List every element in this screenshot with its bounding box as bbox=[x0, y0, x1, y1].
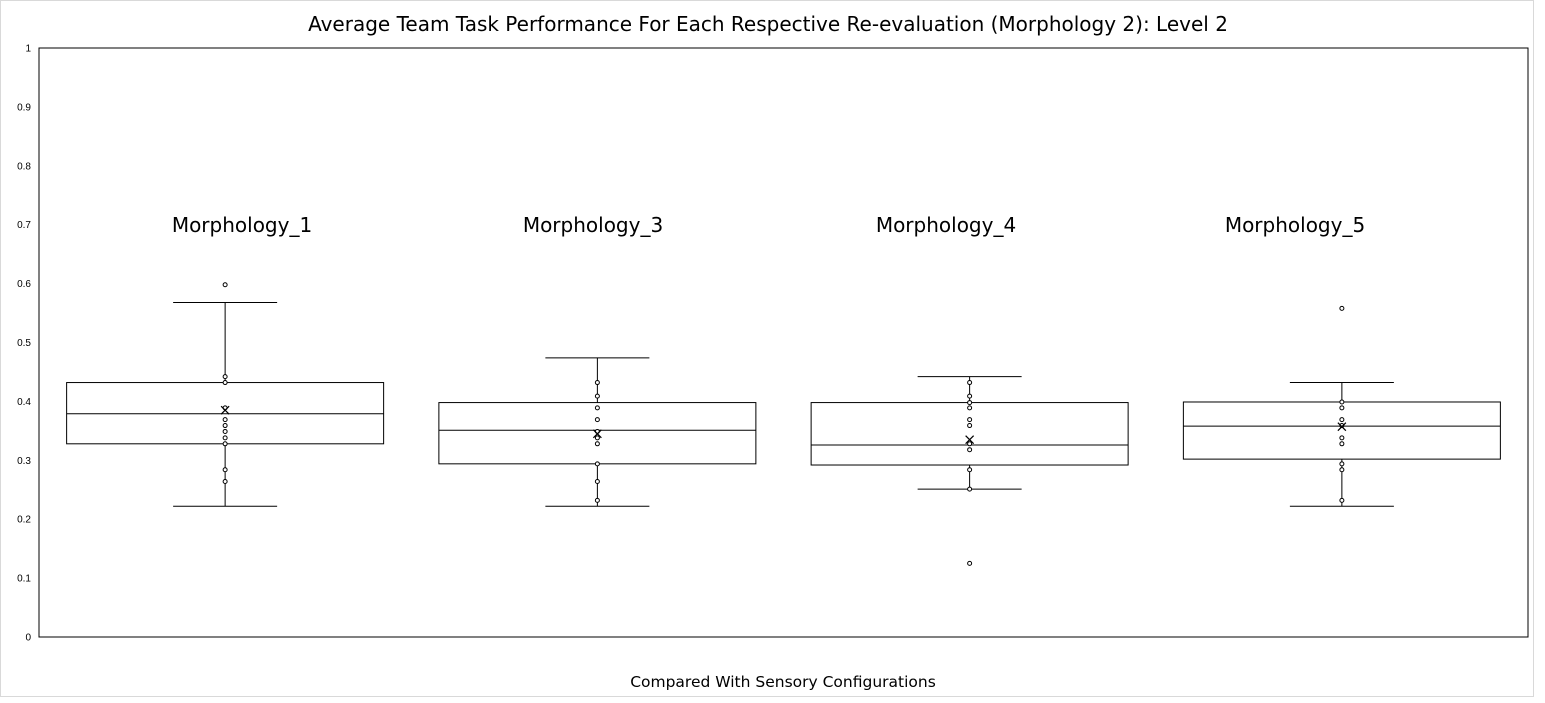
plot-area bbox=[38, 47, 1529, 638]
y-tick-label: 0.5 bbox=[17, 338, 31, 349]
y-tick-label: 0.4 bbox=[17, 397, 31, 408]
data-point bbox=[1339, 461, 1345, 467]
y-tick-label: 0.7 bbox=[17, 220, 31, 231]
data-point bbox=[967, 380, 973, 386]
data-point bbox=[594, 393, 600, 399]
data-point bbox=[594, 417, 600, 423]
category-label: Morphology_3 bbox=[523, 213, 663, 237]
box-3: Morphology_4 bbox=[810, 213, 1129, 566]
data-point bbox=[1339, 441, 1345, 447]
mean-marker-stroke bbox=[220, 405, 230, 415]
box-1: Morphology_1 bbox=[66, 213, 385, 507]
y-tick-label: 1 bbox=[25, 44, 31, 55]
data-point bbox=[222, 467, 228, 473]
y-axis-ticks: 0 0.1 0.2 0.3 0.4 0.5 0.6 0.7 0.8 0.9 1 bbox=[17, 44, 31, 644]
box-2: Morphology_3 bbox=[438, 213, 757, 507]
x-axis-label: Compared With Sensory Configurations bbox=[630, 673, 936, 691]
outlier-point bbox=[1339, 305, 1345, 311]
data-point bbox=[222, 423, 228, 429]
y-tick-label: 0.3 bbox=[17, 456, 31, 467]
mean-marker bbox=[592, 429, 602, 439]
data-point bbox=[222, 417, 228, 423]
data-point bbox=[594, 435, 600, 441]
data-point bbox=[1339, 399, 1345, 405]
data-point bbox=[594, 441, 600, 447]
data-point bbox=[222, 441, 228, 447]
iqr-box bbox=[66, 382, 385, 445]
y-tick-label: 0.8 bbox=[17, 161, 31, 172]
category-label: Morphology_4 bbox=[876, 213, 1016, 237]
mean-marker-stroke bbox=[965, 435, 975, 445]
data-point bbox=[222, 380, 228, 386]
data-point bbox=[594, 461, 600, 467]
data-point bbox=[967, 405, 973, 411]
data-point bbox=[594, 497, 600, 503]
data-point bbox=[967, 441, 973, 447]
data-point bbox=[222, 374, 228, 380]
data-point bbox=[967, 393, 973, 399]
data-point bbox=[594, 479, 600, 485]
data-point bbox=[967, 486, 973, 492]
outlier-point bbox=[967, 560, 973, 566]
y-tick-label: 0.1 bbox=[17, 574, 31, 585]
y-tick-label: 0 bbox=[25, 633, 31, 644]
chart-title: Average Team Task Performance For Each R… bbox=[308, 12, 1228, 36]
mean-marker bbox=[220, 405, 230, 415]
data-point bbox=[967, 400, 973, 406]
box-4: Morphology_5 bbox=[1182, 213, 1501, 507]
data-point bbox=[222, 479, 228, 485]
mean-marker bbox=[1337, 422, 1347, 432]
data-point bbox=[222, 435, 228, 441]
data-point bbox=[967, 417, 973, 423]
data-point bbox=[967, 447, 973, 453]
data-point bbox=[222, 428, 228, 434]
mean-marker-stroke bbox=[1337, 422, 1347, 432]
data-point bbox=[1339, 497, 1345, 503]
category-label: Morphology_5 bbox=[1225, 213, 1365, 237]
box-series: Morphology_1 Morphology_3 Morphology_4 Morp… bbox=[66, 213, 1501, 566]
y-tick-label: 0.6 bbox=[17, 279, 31, 290]
data-point bbox=[1339, 417, 1345, 423]
outlier-point bbox=[222, 282, 228, 288]
data-point bbox=[1339, 405, 1345, 411]
data-point bbox=[1339, 467, 1345, 473]
data-point bbox=[594, 405, 600, 411]
mean-marker-stroke bbox=[592, 429, 602, 439]
data-point bbox=[967, 423, 973, 429]
iqr-box bbox=[810, 402, 1129, 466]
iqr-box bbox=[1182, 401, 1501, 460]
y-tick-label: 0.9 bbox=[17, 102, 31, 113]
data-point bbox=[594, 380, 600, 386]
data-point bbox=[1339, 435, 1345, 441]
data-point bbox=[967, 467, 973, 473]
category-label: Morphology_1 bbox=[172, 213, 312, 237]
y-tick-label: 0.2 bbox=[17, 515, 31, 526]
mean-marker bbox=[965, 435, 975, 445]
